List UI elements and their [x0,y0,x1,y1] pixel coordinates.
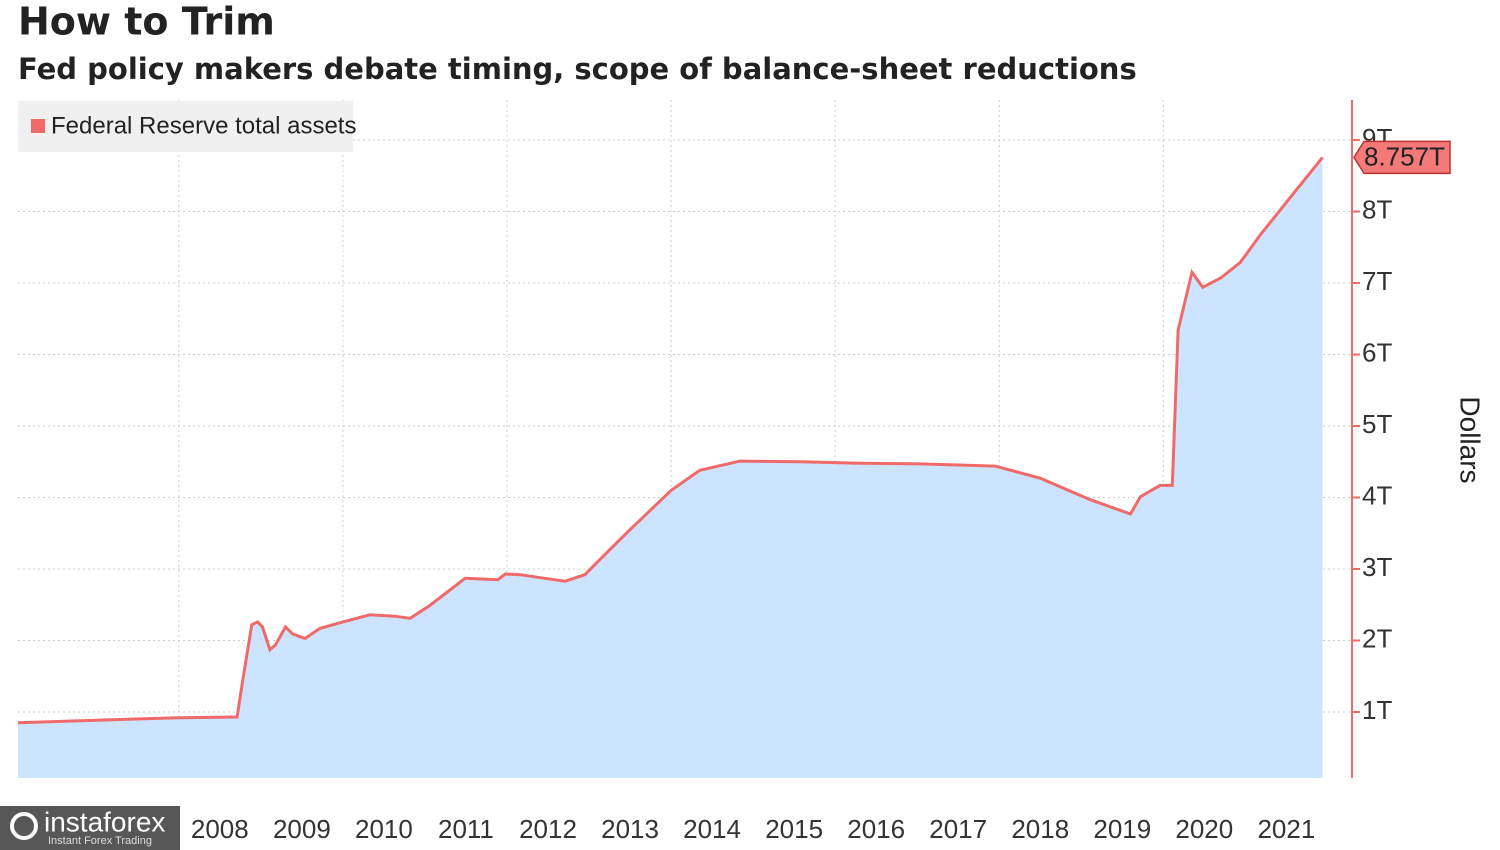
legend-box [18,101,353,152]
x-tick-label: 2008 [191,814,249,844]
x-tick-label: 2016 [847,814,905,844]
y-tick-label: 1T [1362,695,1392,725]
x-tick-label: 2011 [438,814,494,844]
area-fill [18,157,1323,778]
y-tick-label: 4T [1362,480,1392,510]
legend-swatch [31,119,45,133]
x-tick-label: 2021 [1257,814,1315,844]
legend-label: Federal Reserve total assets [51,112,356,139]
x-tick-label: 2013 [601,814,659,844]
x-tick-label: 2020 [1175,814,1233,844]
chart-subtitle: Fed policy makers debate timing, scope o… [18,52,1137,86]
watermark-brand: instaforex [44,806,165,837]
x-tick-label: 2014 [683,814,741,844]
x-tick-label: 2019 [1093,814,1151,844]
x-tick-label: 2018 [1011,814,1069,844]
x-tick-label: 2017 [929,814,987,844]
watermark-box [0,806,180,850]
x-tick-label: 2015 [765,814,823,844]
y-tick-label: 5T [1362,409,1392,439]
y-tick-label: 2T [1362,623,1392,653]
x-tick-label: 2009 [273,814,331,844]
watermark-tagline: Instant Forex Trading [48,835,152,847]
x-tick-label: 2012 [519,814,577,844]
value-tag [1353,140,1451,175]
line [17,156,1324,725]
y-tick-label: 6T [1362,337,1392,367]
x-tick-label: 2010 [355,814,413,844]
watermark: instaforex Instant Forex Trading [0,806,180,850]
watermark-icon [10,812,38,840]
y-axis-label: Dollars [1455,396,1486,483]
y-tick-label: 7T [1362,266,1392,296]
y-tick-label: 3T [1362,552,1392,582]
value-tag-label: 8.757T [1364,141,1445,171]
chart-title: How to Trim [18,0,275,44]
y-tick-label: 8T [1362,194,1392,224]
